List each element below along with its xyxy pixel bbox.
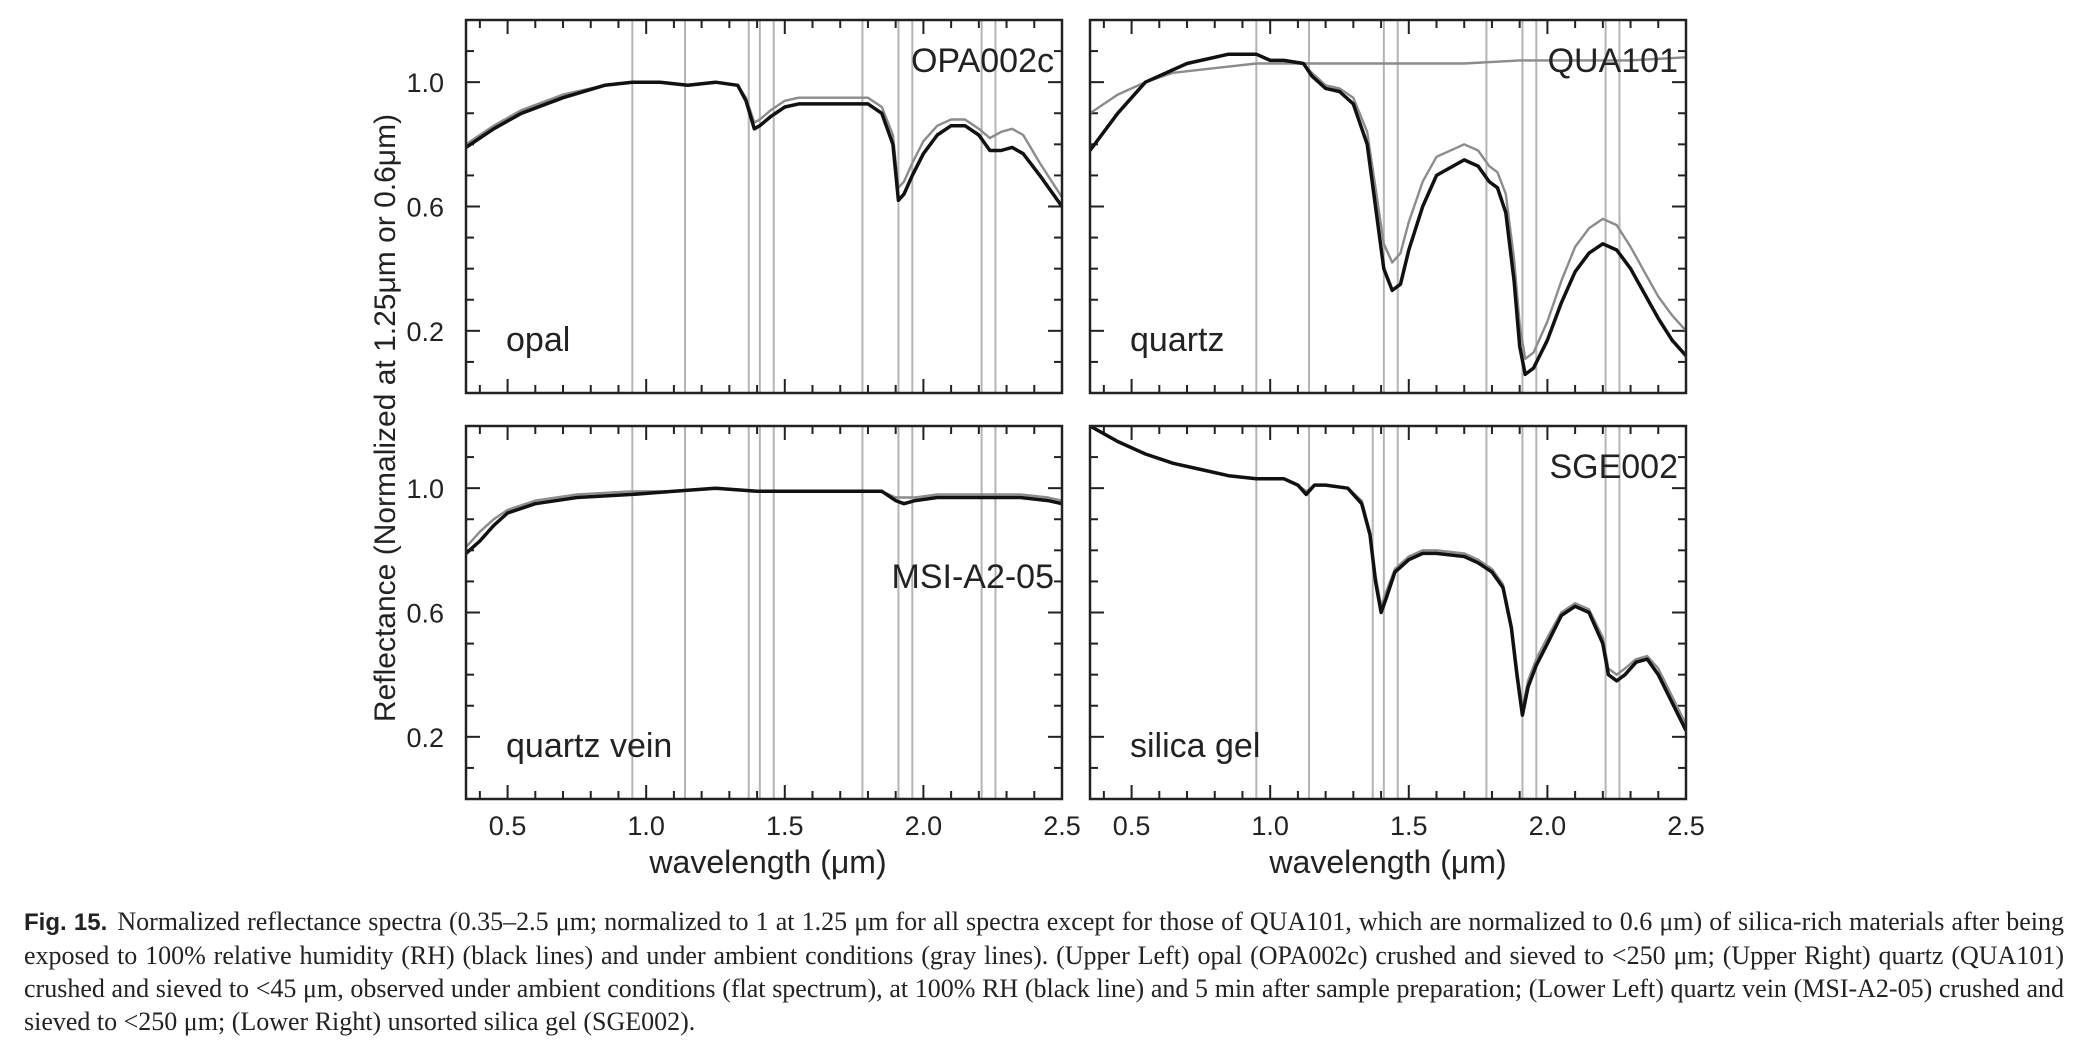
y-tick-label: 0.2 (406, 723, 444, 753)
panel-frame (1088, 18, 1688, 395)
y-tick-label: 1.0 (406, 68, 444, 98)
sample-id-label: MSI-A2-05 (892, 558, 1055, 596)
caption-text: Normalized reflectance spectra (0.35–2.5… (24, 907, 2065, 1036)
x-tick-label: 2.0 (1529, 811, 1567, 841)
panel-lower-left: 0.2 0.6 1.0 0.5 1.0 1.5 2.0 2.5 MSI-A2-05 quartz … (406, 424, 1081, 841)
figure-canvas: Reflectance (Normalized at 1.25μm or 0.6… (369, 18, 1705, 880)
x-tick-label: 1.5 (1390, 811, 1428, 841)
x-axis-label-left: wavelength (μm) (648, 844, 886, 880)
panel-frame (464, 424, 1064, 801)
caption-label: Fig. 15. (24, 909, 108, 936)
material-label: quartz (1130, 321, 1225, 359)
series-line-hydrated (1090, 52, 1686, 377)
y-tick-label: 0.6 (406, 599, 444, 629)
figure-caption: Fig. 15. Normalized reflectance spectra (… (24, 905, 2064, 1038)
material-label: quartz vein (506, 727, 672, 765)
y-tick-label: 1.0 (406, 474, 444, 504)
x-tick-label: 2.5 (1043, 811, 1081, 841)
x-tick-label: 1.0 (627, 811, 665, 841)
x-tick-label: 2.5 (1667, 811, 1705, 841)
panel-upper-right: QUA101 quartz (1088, 18, 1688, 395)
series-line-hydrated (466, 80, 1062, 208)
panel-frame (464, 18, 1064, 395)
x-tick-label: 2.0 (905, 811, 943, 841)
sample-id-label: QUA101 (1548, 42, 1678, 80)
x-tick-label: 0.5 (1113, 811, 1151, 841)
panel-lower-right: 0.5 1.0 1.5 2.0 2.5 SGE002 silica gel (1088, 424, 1705, 841)
material-label: silica gel (1130, 727, 1260, 765)
panel-upper-left: 0.2 0.6 1.0 OPA002c opal (406, 18, 1064, 395)
sample-id-label: SGE002 (1549, 448, 1678, 486)
panel-frame (1088, 424, 1688, 801)
x-tick-label: 1.0 (1251, 811, 1289, 841)
x-tick-label: 1.5 (766, 811, 804, 841)
y-tick-label: 0.2 (406, 317, 444, 347)
series-line-hydrated (466, 486, 1062, 555)
y-tick-label: 0.6 (406, 193, 444, 223)
sample-id-label: OPA002c (911, 42, 1054, 80)
x-tick-label: 0.5 (489, 811, 527, 841)
series-line-ambient (1090, 53, 1686, 360)
series-line-hydrated (1090, 426, 1686, 732)
material-label: opal (506, 321, 570, 359)
x-axis-label-right: wavelength (μm) (1268, 844, 1506, 880)
y-axis-label: Reflectance (Normalized at 1.25μm or 0.6… (369, 114, 402, 722)
